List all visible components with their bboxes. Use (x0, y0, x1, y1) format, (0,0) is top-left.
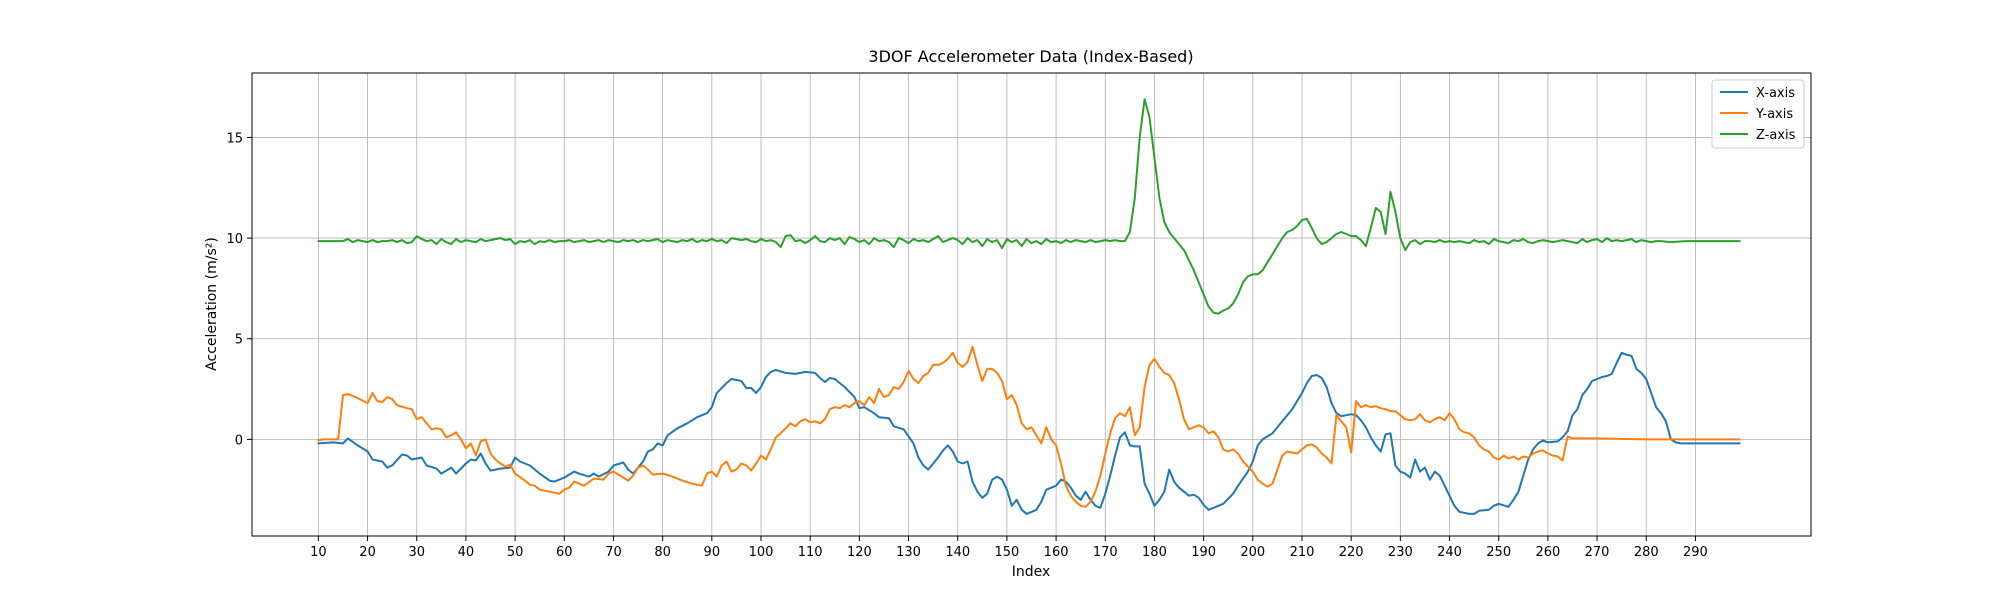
series-lines (317, 98, 1741, 515)
x-tick-label: 280 (1634, 545, 1659, 560)
x-tick-label: 40 (458, 545, 475, 560)
x-tick-label: 10 (310, 545, 327, 560)
x-axis-label: Index (1012, 564, 1051, 580)
series-line-y-axis (317, 345, 1741, 508)
grid (252, 73, 1811, 536)
x-tick-label: 230 (1388, 545, 1413, 560)
x-tick-label: 270 (1585, 545, 1610, 560)
x-tick-label: 90 (704, 545, 721, 560)
x-tick-label: 30 (408, 545, 425, 560)
legend-label: X-axis (1756, 86, 1795, 101)
x-tick-label: 160 (1044, 545, 1069, 560)
y-axis-label: Acceleration (m/s²) (204, 237, 220, 371)
legend: X-axis Y-axis Z-axis (1711, 79, 1805, 149)
x-tick-label: 200 (1240, 545, 1265, 560)
y-tick-label: 15 (226, 131, 243, 146)
y-tick-label: 0 (235, 433, 243, 448)
x-tick-label: 170 (1093, 545, 1118, 560)
legend-label: Y-axis (1755, 107, 1793, 122)
x-tick-label: 240 (1437, 545, 1462, 560)
y-tick-label: 10 (226, 232, 243, 247)
x-tick-label: 210 (1290, 545, 1315, 560)
series-line-z-axis (317, 98, 1741, 315)
x-tick-label: 100 (749, 545, 774, 560)
x-tick-label: 70 (605, 545, 622, 560)
legend-label: Z-axis (1756, 128, 1796, 143)
x-tick-label: 110 (798, 545, 823, 560)
x-tick-label: 250 (1486, 545, 1511, 560)
x-tick-label: 190 (1191, 545, 1216, 560)
x-tick-label: 260 (1535, 545, 1560, 560)
y-tick-label: 5 (235, 333, 243, 348)
y-axis-ticks: 0 5 10 15 (226, 131, 252, 448)
x-tick-label: 180 (1142, 545, 1167, 560)
legend-box (1711, 79, 1805, 149)
x-tick-label: 120 (847, 545, 872, 560)
series-line-x-axis (317, 351, 1741, 515)
x-tick-label: 220 (1339, 545, 1364, 560)
x-tick-label: 50 (507, 545, 524, 560)
plot-frame (251, 72, 1812, 537)
x-tick-label: 290 (1683, 545, 1708, 560)
chart-title: 3DOF Accelerometer Data (Index-Based) (868, 47, 1193, 66)
x-tick-label: 80 (654, 545, 671, 560)
x-tick-label: 60 (556, 545, 573, 560)
x-tick-label: 140 (945, 545, 970, 560)
x-axis-ticks: 10 20 30 40 50 60 70 80 90 100 110 120 130 140 150 160 1… (310, 536, 1708, 560)
x-tick-label: 150 (994, 545, 1019, 560)
x-tick-label: 20 (359, 545, 376, 560)
x-tick-label: 130 (896, 545, 921, 560)
